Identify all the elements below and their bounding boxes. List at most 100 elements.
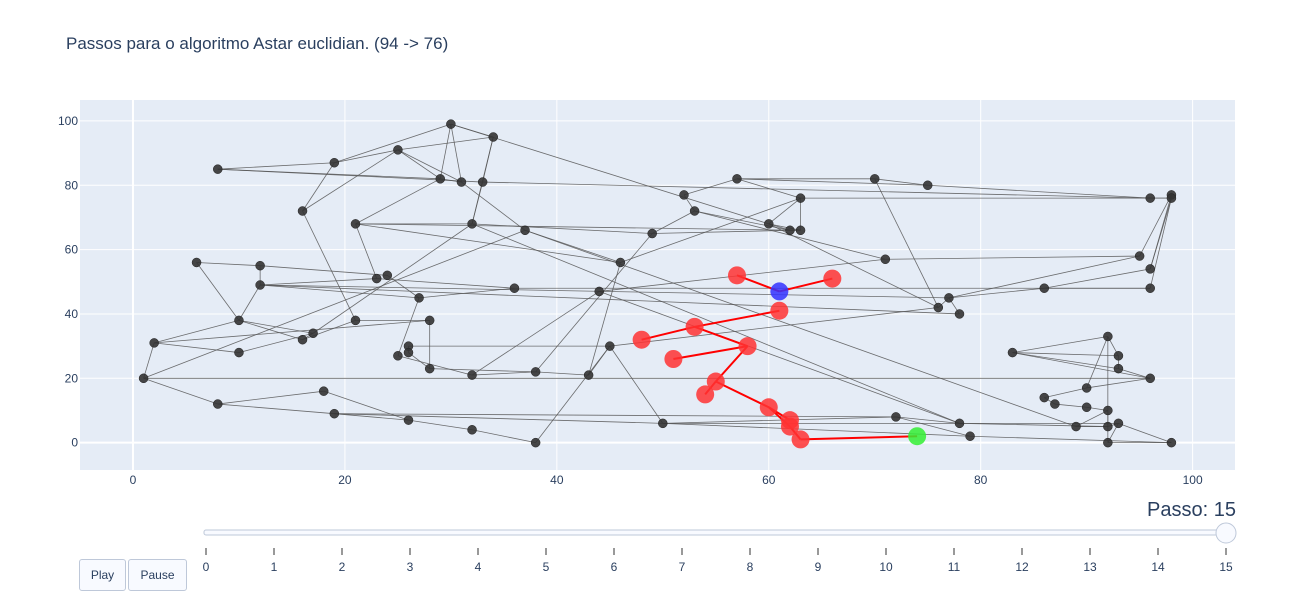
graph-edge <box>419 287 515 299</box>
graph-edge <box>355 178 441 225</box>
graph-node <box>382 270 393 281</box>
graph-node <box>795 193 806 203</box>
graph-edge <box>768 223 939 308</box>
play-button[interactable]: Play <box>79 559 126 591</box>
graph-node <box>1103 421 1113 432</box>
graph-edge <box>1149 198 1172 270</box>
graph-node <box>615 257 626 268</box>
visited-node <box>706 372 725 391</box>
pause-button[interactable]: Pause <box>128 559 187 591</box>
graph-edge <box>895 416 971 437</box>
graph-node <box>138 373 149 384</box>
graph-edge <box>1012 352 1119 357</box>
graph-edges <box>143 123 1172 444</box>
x-tick-label: 20 <box>338 473 352 487</box>
graph-edge <box>397 355 473 376</box>
graph-node <box>329 408 340 419</box>
graph-node <box>149 338 159 348</box>
current-node <box>770 282 789 301</box>
graph-edge <box>461 181 526 231</box>
visited-node <box>738 337 757 356</box>
graph-node <box>594 286 604 297</box>
graph-edge <box>260 284 420 299</box>
graph-edge <box>535 233 653 373</box>
graph-node <box>880 254 891 265</box>
graph-node <box>1166 437 1177 448</box>
x-tick-label: 0 <box>130 473 137 487</box>
slider-rail <box>203 529 1229 536</box>
graph-node <box>1039 392 1050 403</box>
graph-edge <box>472 371 536 376</box>
graph-node <box>679 190 689 200</box>
visited-node <box>770 301 789 320</box>
graph-edge <box>334 123 451 164</box>
graph-edge <box>143 229 526 379</box>
path-edge <box>715 380 770 409</box>
path-edge <box>641 325 695 341</box>
graph-node <box>933 302 944 313</box>
graph-edge <box>948 255 1140 299</box>
graph-node <box>393 351 403 361</box>
visited-node <box>696 385 715 404</box>
visited-node <box>664 350 683 368</box>
slider-tick-label: 14 <box>1151 560 1165 574</box>
graph-node <box>795 225 806 236</box>
chart-title: Passos para o algoritmo Astar euclidian.… <box>66 34 449 53</box>
graph-node <box>350 219 361 229</box>
graph-node <box>403 415 414 425</box>
graph-node <box>954 418 965 429</box>
graph-edge <box>154 342 239 353</box>
slider-tick-label: 12 <box>1015 560 1029 574</box>
graph-node <box>255 280 265 290</box>
slider-tick-label: 15 <box>1219 560 1233 574</box>
graph-node <box>1145 373 1155 384</box>
y-tick-label: 20 <box>65 371 79 385</box>
graph-edge <box>408 419 473 431</box>
step-slider[interactable]: 0 1 2 3 4 5 6 7 8 9 10 11 12 13 14 15 <box>203 522 1237 574</box>
graph-node <box>467 370 477 380</box>
graph-node <box>329 157 340 168</box>
graph-edge <box>334 413 409 421</box>
graph-edge <box>599 291 960 424</box>
graph-edge <box>397 297 420 356</box>
graph-node <box>732 174 742 184</box>
graph-node <box>520 225 530 236</box>
graph-node <box>371 273 382 284</box>
graph-node <box>213 164 223 174</box>
graph-edge <box>1044 387 1087 398</box>
graph-edge <box>471 429 536 444</box>
graph-edge <box>143 342 155 379</box>
slider-handle[interactable] <box>1215 522 1237 544</box>
slider-tick-label: 10 <box>879 560 893 574</box>
graph-edge <box>1086 377 1151 389</box>
graph-node <box>954 309 965 319</box>
graph-node <box>446 119 456 129</box>
graph-edge <box>238 284 261 321</box>
graph-edge <box>768 197 801 225</box>
graph-node <box>318 386 329 396</box>
graph-edge <box>620 197 801 263</box>
graph-node <box>583 370 594 380</box>
graph-edge <box>397 149 462 183</box>
y-tick-label: 40 <box>65 307 79 321</box>
graph-edge <box>302 162 335 212</box>
graph-edge <box>450 123 769 225</box>
graph-edge <box>1118 368 1151 379</box>
graph-node <box>689 206 700 216</box>
graph-node <box>308 328 318 339</box>
path-edge <box>694 309 780 328</box>
graph-node <box>488 132 499 142</box>
graph-edge <box>196 262 240 321</box>
graph-node <box>1145 193 1155 203</box>
graph-edge <box>472 223 653 234</box>
x-tick-label: 80 <box>974 473 988 487</box>
graph-edge <box>260 284 949 299</box>
graph-edge <box>397 149 441 180</box>
graph-edge <box>694 210 886 260</box>
graph-edge <box>143 377 218 405</box>
graph-edge <box>471 181 484 224</box>
slider-tick-label: 13 <box>1083 560 1097 574</box>
graph-node <box>1081 383 1092 393</box>
y-tick-label: 60 <box>65 243 79 257</box>
graph-edge <box>260 265 388 276</box>
